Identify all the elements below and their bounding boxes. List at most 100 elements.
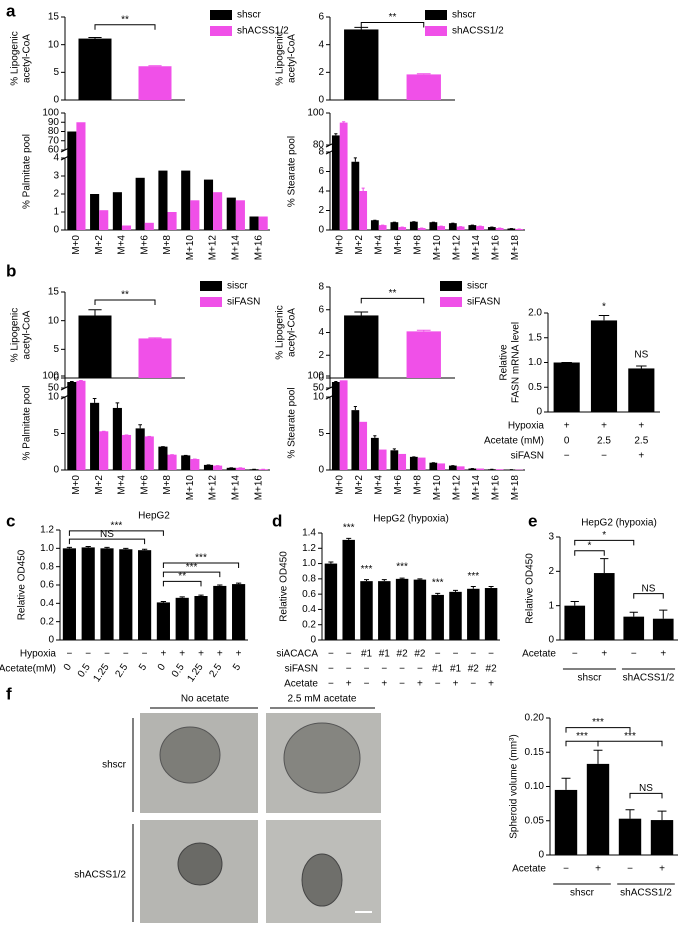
- significance-bracket: [574, 539, 635, 546]
- bar: [78, 38, 112, 100]
- bar: [370, 437, 379, 470]
- error-bar: [346, 537, 352, 540]
- error-bar: [85, 546, 91, 548]
- significance-bracket: [574, 550, 605, 556]
- condition-value: −: [631, 649, 637, 660]
- chart: 0 0.2 0.4 0.6 0.8 1.0 1.2 Relative OD450 HepG2 **…: [0, 511, 248, 684]
- x-tick-label: M+8: [412, 235, 423, 255]
- bar: [203, 464, 214, 470]
- condition-label: Acetate: [512, 864, 546, 875]
- legend-label: shscr: [237, 10, 262, 21]
- y-axis-label: acetyl-CoA: [287, 308, 298, 357]
- y-tick-label: 0: [318, 95, 324, 106]
- bar: [495, 228, 504, 230]
- significance-label: **: [178, 571, 186, 582]
- bar: [138, 338, 172, 378]
- condition-value: #1: [379, 649, 391, 660]
- condition-value: −: [328, 679, 334, 690]
- condition-value: −: [563, 864, 569, 875]
- error-bar: [88, 309, 102, 316]
- error-bar: [123, 547, 129, 550]
- condition-value: #1: [361, 649, 373, 660]
- panel-label: d: [272, 511, 282, 530]
- panel-label: e: [528, 511, 537, 530]
- panel-label: c: [6, 511, 15, 530]
- x-tick-label: M+14: [471, 235, 482, 261]
- y-tick-label: 2: [318, 205, 324, 216]
- error-bar: [625, 809, 635, 819]
- significance-label: ***: [361, 564, 373, 575]
- significance-label: *: [602, 530, 606, 541]
- error-bar: [629, 611, 638, 617]
- y-axis-label: % Stearate pool: [287, 136, 298, 207]
- y-tick-label: 0.4: [302, 604, 316, 615]
- bar: [190, 459, 200, 470]
- group-label: shACSS1/2: [620, 888, 672, 899]
- bar: [351, 161, 360, 230]
- error-bar: [361, 187, 365, 191]
- bar: [437, 226, 446, 230]
- condition-value: +: [179, 649, 185, 660]
- bar: [203, 179, 214, 230]
- bar: [339, 380, 348, 470]
- bar: [67, 131, 77, 230]
- y-axis-label: Spheroid volume (mm³): [509, 734, 520, 838]
- panel-label: a: [6, 1, 16, 20]
- error-bar: [657, 810, 667, 821]
- bar: [359, 191, 368, 230]
- bar: [417, 228, 426, 230]
- x-tick-label: M+4: [373, 475, 384, 495]
- condition-value: 0: [564, 436, 570, 447]
- bar: [226, 197, 236, 230]
- significance-bracket: [68, 538, 146, 545]
- spheroid: [301, 853, 343, 907]
- y-axis-label: acetyl-CoA: [22, 34, 33, 83]
- bar: [417, 457, 426, 470]
- bar: [158, 170, 168, 230]
- y-tick-label: 0.2: [302, 619, 316, 630]
- condition-value: −: [364, 664, 370, 675]
- significance-bracket: [360, 297, 425, 304]
- condition-label: siACACA: [276, 649, 318, 660]
- condition-value: −: [627, 864, 633, 875]
- x-tick-label: M+2: [354, 235, 365, 255]
- y-axis-label: % Lipogenic: [275, 31, 286, 85]
- significance-label: ***: [186, 562, 198, 573]
- bar: [158, 446, 168, 470]
- x-tick-label: M+6: [139, 475, 150, 495]
- bar: [448, 223, 457, 230]
- condition-value: −: [364, 679, 370, 690]
- x-tick-label: M+4: [117, 235, 128, 255]
- condition-value: #1: [450, 664, 462, 675]
- significance-label: *: [588, 540, 592, 551]
- legend-label: shscr: [452, 10, 477, 21]
- error-bar: [636, 365, 647, 369]
- error-bar: [593, 749, 603, 764]
- error-bar: [148, 65, 162, 67]
- row-label: shscr: [102, 760, 127, 771]
- x-tick-label: M+0: [71, 235, 82, 255]
- y-tick-label: 80: [313, 140, 325, 151]
- group-label: shACSS1/2: [623, 673, 675, 684]
- x-tick-label: M+0: [71, 475, 82, 495]
- error-bar: [470, 586, 476, 589]
- bar: [495, 469, 504, 470]
- bar: [344, 315, 379, 378]
- bar: [342, 539, 355, 640]
- significance-label: **: [121, 14, 129, 25]
- group-label: shscr: [570, 888, 595, 899]
- condition-value: −: [399, 679, 405, 690]
- y-tick-label: 1: [548, 600, 554, 611]
- significance-label: NS: [642, 583, 656, 594]
- condition-value: −: [123, 649, 129, 660]
- bar: [456, 226, 465, 230]
- condition-value: #2: [397, 649, 409, 660]
- y-axis-label: % Lipogenic: [10, 308, 21, 362]
- bar: [119, 549, 133, 640]
- condition-value: −: [417, 664, 423, 675]
- column-label: No acetate: [181, 694, 230, 705]
- bar: [144, 222, 154, 230]
- bar: [235, 200, 245, 230]
- significance-bracket: [162, 571, 221, 578]
- x-tick-label: M+4: [117, 475, 128, 495]
